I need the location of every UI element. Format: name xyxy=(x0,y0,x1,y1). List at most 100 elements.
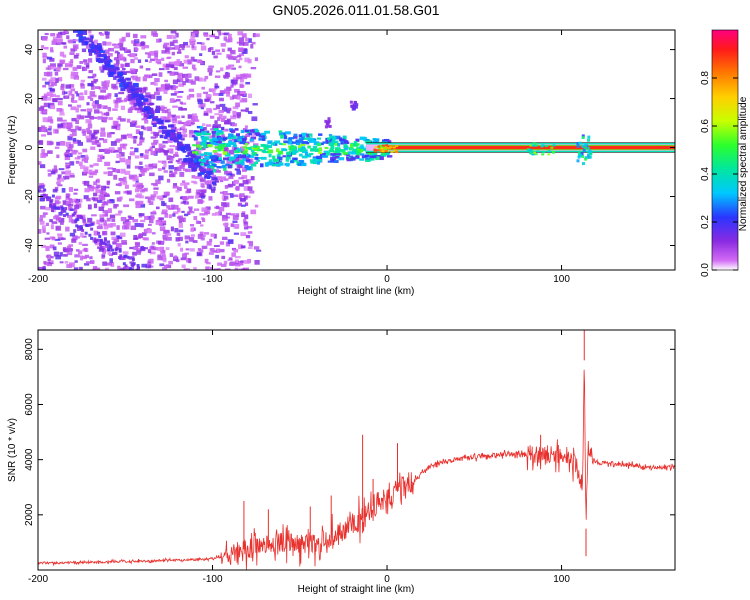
heatmap-cell xyxy=(222,137,228,140)
heatmap-cell xyxy=(42,85,47,88)
heatmap-cell xyxy=(181,264,186,269)
heatmap-cell xyxy=(113,174,118,180)
heatmap-cell xyxy=(267,161,274,166)
heatmap-cell xyxy=(119,157,126,163)
heatmap-cell xyxy=(70,88,76,92)
heatmap-cell xyxy=(109,214,116,219)
heatmap-cell xyxy=(144,215,149,221)
heatmap-cell xyxy=(216,135,221,138)
heatmap-cell xyxy=(81,228,85,232)
x-tick-label: -100 xyxy=(203,574,223,585)
heatmap-cell xyxy=(214,120,218,125)
heatmap-cell xyxy=(111,252,115,256)
heatmap-cell xyxy=(276,148,280,153)
heatmap-cell xyxy=(46,232,50,235)
heatmap-cell xyxy=(48,102,55,107)
heatmap-cell xyxy=(187,114,194,119)
heatmap-cell xyxy=(244,148,248,153)
heatmap-cell xyxy=(120,168,126,174)
y-tick-label: 40 xyxy=(24,44,35,56)
heatmap-cell xyxy=(149,146,153,152)
heatmap-cell xyxy=(77,30,83,34)
heatmap-cell xyxy=(134,39,140,44)
heatmap-cell xyxy=(123,190,128,194)
heatmap-cell xyxy=(93,203,98,209)
heatmap-cell xyxy=(39,197,45,202)
heatmap-cell xyxy=(136,109,142,114)
heatmap-cell xyxy=(588,149,592,153)
heatmap-cell xyxy=(152,116,158,121)
heatmap-cell xyxy=(330,153,336,156)
heatmap-cell xyxy=(227,258,233,262)
heatmap-cell xyxy=(120,134,127,140)
heatmap-cell xyxy=(51,236,56,241)
heatmap-cell xyxy=(172,185,179,189)
heatmap-cell xyxy=(191,43,195,49)
heatmap-cell xyxy=(76,214,83,219)
heatmap-cell xyxy=(89,43,93,47)
heatmap-cell xyxy=(55,78,59,83)
heatmap-cell xyxy=(47,131,52,136)
heatmap-cell xyxy=(103,221,107,226)
heatmap-cell xyxy=(140,223,144,228)
heatmap-cell xyxy=(317,158,323,163)
heatmap-cell xyxy=(290,151,297,155)
heatmap-cell xyxy=(112,66,116,71)
heatmap-cell xyxy=(258,157,262,160)
heatmap-cell xyxy=(161,211,168,215)
heatmap-cell xyxy=(163,191,169,197)
heatmap-cell xyxy=(46,56,53,60)
heatmap-cell xyxy=(79,61,84,64)
heatmap-cell xyxy=(244,142,249,146)
heatmap-cell xyxy=(106,65,112,71)
heatmap-cell xyxy=(51,221,58,224)
heatmap-cell xyxy=(136,193,143,198)
heatmap-cell xyxy=(176,131,182,136)
heatmap-cell xyxy=(245,155,250,160)
heatmap-cell xyxy=(199,53,203,57)
heatmap-cell xyxy=(297,147,303,152)
heatmap-cell xyxy=(232,142,236,145)
heatmap-cell xyxy=(122,251,129,255)
heatmap-cell xyxy=(99,54,105,58)
heatmap-cell xyxy=(172,213,176,217)
heatmap-cell xyxy=(200,189,206,194)
heatmap-cell xyxy=(118,177,125,181)
heatmap-cell xyxy=(222,146,229,149)
heatmap-cell xyxy=(143,98,149,102)
heatmap-cell xyxy=(135,242,140,248)
heatmap-cell xyxy=(74,200,79,204)
heatmap-cell xyxy=(141,107,146,113)
heatmap-cell xyxy=(158,68,165,71)
heatmap-cell xyxy=(149,94,156,100)
heatmap-cell xyxy=(68,144,74,148)
heatmap-cell xyxy=(143,237,149,241)
heatmap-cell xyxy=(39,214,46,218)
heatmap-cell xyxy=(128,266,132,270)
heatmap-cell xyxy=(222,236,228,240)
heatmap-cell xyxy=(40,153,46,159)
heatmap-cell xyxy=(138,234,143,239)
spectrogram-x-label: Height of straight line (km) xyxy=(298,286,415,297)
heatmap-cell xyxy=(74,73,79,78)
heatmap-cell xyxy=(312,145,318,149)
heatmap-cell xyxy=(82,67,88,72)
heatmap-cell xyxy=(227,239,234,245)
heatmap-cell xyxy=(541,144,545,147)
heatmap-cell xyxy=(104,31,110,35)
heatmap-cell xyxy=(335,149,340,154)
heatmap-cell xyxy=(47,255,52,258)
heatmap-cell xyxy=(229,128,234,131)
heatmap-cell xyxy=(356,146,361,149)
heatmap-cell xyxy=(74,254,80,258)
heatmap-cell xyxy=(40,205,46,210)
colorbar-ticks: 0.00.20.40.60.8 xyxy=(700,71,738,277)
heatmap-cell xyxy=(200,45,207,51)
heatmap-cell xyxy=(109,258,113,263)
heatmap-cell xyxy=(162,144,166,148)
heatmap-cell xyxy=(350,142,357,147)
heatmap-cell xyxy=(65,154,69,158)
heatmap-cell xyxy=(206,180,211,185)
heatmap-cell xyxy=(243,185,250,191)
